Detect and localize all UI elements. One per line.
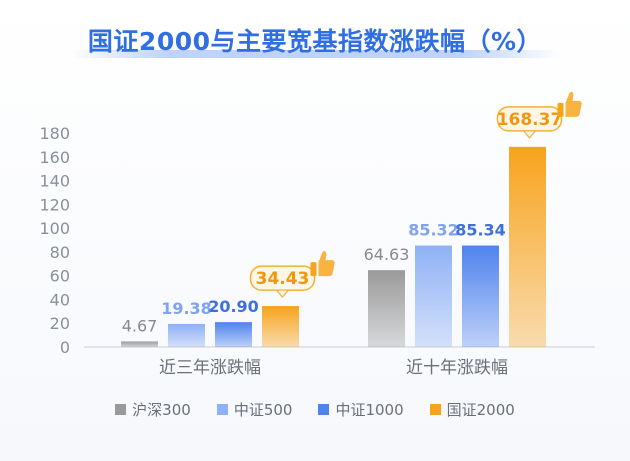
legend-label: 中证500 bbox=[233, 401, 293, 419]
y-tick-label: 40 bbox=[50, 290, 70, 309]
data-label: 85.32 bbox=[408, 221, 459, 240]
thumbs-up-icon bbox=[310, 262, 317, 277]
data-label: 19.38 bbox=[161, 299, 212, 318]
legend-item: 中证1000 bbox=[318, 399, 404, 420]
data-label: 4.67 bbox=[122, 316, 158, 335]
y-tick-label: 60 bbox=[50, 267, 70, 286]
data-label: 64.63 bbox=[364, 245, 410, 264]
y-tick-label: 0 bbox=[60, 338, 70, 357]
thumbs-up-icon-hand bbox=[565, 91, 582, 117]
bar-中证500 bbox=[415, 245, 452, 347]
x-category-label: 近十年涨跌幅 bbox=[406, 358, 508, 378]
legend-swatch bbox=[429, 404, 441, 415]
bubble-pointer bbox=[522, 130, 537, 139]
y-tick-label: 80 bbox=[50, 243, 70, 262]
bar-沪深300 bbox=[368, 270, 405, 347]
bar-国证2000 bbox=[262, 306, 299, 347]
y-tick-label: 120 bbox=[39, 195, 70, 214]
data-label: 20.90 bbox=[208, 297, 259, 316]
title-wrap: 国证2000与主要宽基指数涨跌幅（%） bbox=[0, 22, 630, 58]
data-label: 85.34 bbox=[455, 221, 506, 240]
y-tick-label: 20 bbox=[50, 314, 70, 333]
bar-中证1000 bbox=[462, 245, 499, 347]
legend-label: 中证1000 bbox=[335, 401, 404, 419]
y-tick-label: 180 bbox=[39, 124, 70, 143]
bar-中证500 bbox=[168, 323, 205, 347]
y-tick-label: 100 bbox=[39, 219, 70, 238]
legend-swatch bbox=[115, 404, 127, 415]
legend-swatch bbox=[318, 404, 330, 415]
bubble-pointer bbox=[275, 289, 290, 298]
y-tick-label: 160 bbox=[39, 148, 70, 167]
legend-label: 沪深300 bbox=[132, 401, 191, 419]
data-label: 168.37 bbox=[497, 110, 563, 130]
title-underline bbox=[70, 50, 560, 58]
bar-中证1000 bbox=[215, 322, 252, 347]
legend: 沪深300 中证500 中证1000 国证2000 bbox=[0, 399, 630, 420]
x-category-label: 近三年涨跌幅 bbox=[159, 358, 261, 378]
chart-title: 国证2000与主要宽基指数涨跌幅（%） bbox=[87, 27, 543, 56]
legend-item: 国证2000 bbox=[429, 399, 515, 420]
legend-label: 国证2000 bbox=[446, 401, 515, 419]
thumbs-up-icon-hand bbox=[318, 250, 335, 277]
thumbs-up-icon bbox=[557, 102, 564, 117]
y-tick-label: 140 bbox=[39, 172, 70, 191]
bar-沪深300 bbox=[121, 341, 158, 347]
legend-item: 中证500 bbox=[216, 399, 293, 420]
legend-swatch bbox=[216, 404, 228, 415]
data-label: 34.43 bbox=[256, 269, 310, 289]
legend-item: 沪深300 bbox=[115, 399, 191, 420]
bar-国证2000 bbox=[509, 146, 546, 347]
